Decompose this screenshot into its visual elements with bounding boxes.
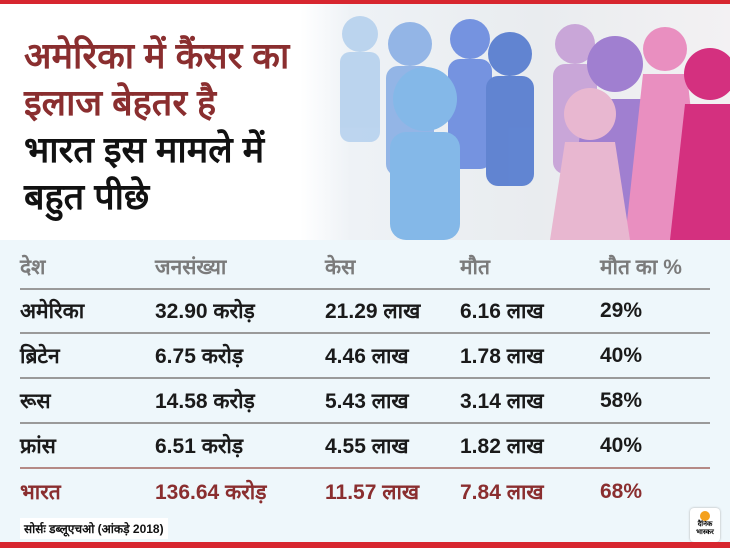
cell-death-percent: 58% [600,389,643,412]
table-header-row: देश जनसंख्या केस मौत मौत का % [20,246,710,290]
source-note: सोर्सः डब्लूएचओ (आंकड़े 2018) [20,518,168,539]
headline-line-1: अमेरिका में कैंसर का [24,35,290,76]
cell-deaths: 7.84 लाख [460,481,544,504]
headline-line-2: इलाज बेहतर है [24,82,217,123]
cell-country: रूस [20,390,51,413]
cell-population: 136.64 करोड़ [155,481,267,504]
cell-country: ब्रिटेन [20,345,60,368]
hero-banner: अमेरिका में कैंसर का इलाज बेहतर है भारत … [0,4,730,240]
table-row: अमेरिका 32.90 करोड़ 21.29 लाख 6.16 लाख 29% [20,290,710,334]
header-deaths: मौत [460,256,490,279]
table-row: फ्रांस 6.51 करोड़ 4.55 लाख 1.82 लाख 40% [20,425,710,469]
table-row: ब्रिटेन 6.75 करोड़ 4.46 लाख 1.78 लाख 40% [20,335,710,379]
bottom-accent-bar [0,542,730,548]
blue-figures [340,16,534,240]
logo-sun-icon [700,511,710,521]
logo-line-2: भास्कर [696,529,714,536]
cell-population: 32.90 करोड़ [155,300,255,323]
header-death-percent: मौत का % [600,256,682,279]
cell-cases: 21.29 लाख [325,300,421,323]
headline-line-4: बहुत पीछे [24,176,150,217]
cell-cases: 5.43 लाख [325,390,409,413]
cell-deaths: 3.14 लाख [460,390,544,413]
paper-people-illustration [300,4,730,240]
cell-death-percent: 40% [600,434,643,457]
table-row: भारत 136.64 करोड़ 11.57 लाख 7.84 लाख 68% [20,470,710,514]
cell-death-percent: 68% [600,480,643,503]
cell-death-percent: 40% [600,344,643,367]
pink-figures [550,24,730,240]
cell-population: 6.51 करोड़ [155,435,244,458]
headline: अमेरिका में कैंसर का इलाज बेहतर है भारत … [24,32,289,220]
header-country: देश [20,256,46,279]
headline-line-3: भारत इस मामले में [24,129,265,170]
cell-deaths: 1.82 लाख [460,435,544,458]
cell-population: 6.75 करोड़ [155,345,244,368]
header-cases: केस [325,256,356,279]
cancer-stats-table: देश जनसंख्या केस मौत मौत का % अमेरिका 32.… [0,240,730,542]
cell-deaths: 6.16 लाख [460,300,544,323]
table-row: रूस 14.58 करोड़ 5.43 लाख 3.14 लाख 58% [20,380,710,424]
header-population: जनसंख्या [155,256,227,279]
cell-population: 14.58 करोड़ [155,390,255,413]
cell-cases: 4.55 लाख [325,435,409,458]
logo-line-1: दैनिक [697,521,713,528]
cell-country: अमेरिका [20,300,85,323]
cell-deaths: 1.78 लाख [460,345,544,368]
dainik-bhaskar-logo: दैनिक भास्कर [690,508,720,542]
cell-country: भारत [20,481,61,504]
cell-cases: 11.57 लाख [325,481,420,504]
cell-cases: 4.46 लाख [325,345,409,368]
top-accent-bar [0,0,730,4]
cell-death-percent: 29% [600,299,643,322]
cell-country: फ्रांस [20,435,56,458]
